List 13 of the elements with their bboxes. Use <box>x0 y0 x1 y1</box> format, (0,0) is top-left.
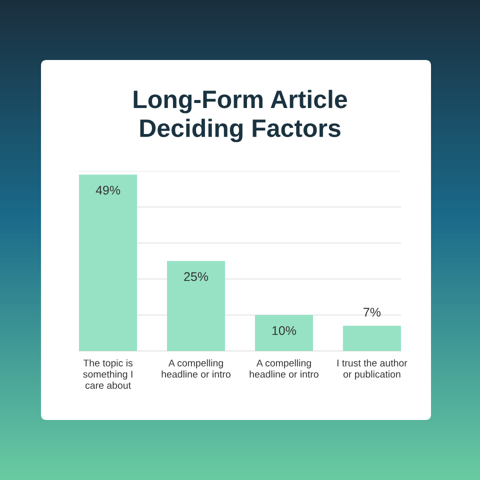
bar <box>342 326 401 351</box>
x-tick-label: A compelling headline or intro <box>162 359 230 378</box>
data-label: 49% <box>96 186 120 195</box>
x-tick-label: The topic is something I care about <box>83 359 133 389</box>
x-tick-label: A compelling headline or intro <box>250 359 318 378</box>
data-label: 10% <box>272 326 296 336</box>
bar <box>79 174 138 351</box>
data-label: 25% <box>184 272 208 282</box>
bar <box>254 315 314 351</box>
bar <box>166 261 226 351</box>
x-tick-label: I trust the author or publication <box>337 359 408 380</box>
chart-title: Long-Form Article Deciding Factors <box>134 90 348 142</box>
data-label: 7% <box>364 308 381 317</box>
